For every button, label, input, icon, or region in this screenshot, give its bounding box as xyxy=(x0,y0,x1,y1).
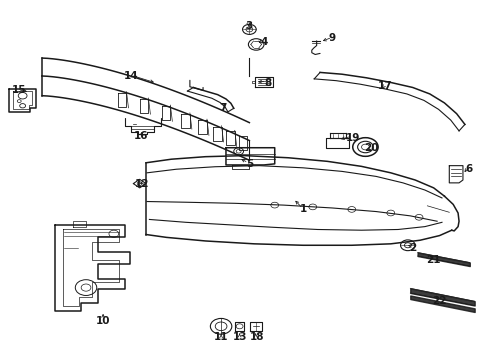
Text: 5: 5 xyxy=(245,159,252,169)
Text: 12: 12 xyxy=(135,179,149,189)
Text: 2: 2 xyxy=(408,243,415,253)
Text: 22: 22 xyxy=(431,296,446,306)
Text: 14: 14 xyxy=(124,71,139,81)
Text: 7: 7 xyxy=(219,103,226,113)
Text: 6: 6 xyxy=(464,164,471,174)
Text: 18: 18 xyxy=(249,332,264,342)
Text: 10: 10 xyxy=(96,316,110,325)
Text: 3: 3 xyxy=(245,21,252,31)
Text: 4: 4 xyxy=(260,37,267,47)
Text: 20: 20 xyxy=(363,143,378,153)
Text: 19: 19 xyxy=(345,133,359,143)
Text: 13: 13 xyxy=(232,332,246,342)
Text: 8: 8 xyxy=(264,78,271,88)
Text: 1: 1 xyxy=(299,204,306,214)
Text: 9: 9 xyxy=(328,33,335,43)
Text: 11: 11 xyxy=(213,332,228,342)
Text: 16: 16 xyxy=(134,131,148,141)
Text: 21: 21 xyxy=(426,255,440,265)
Text: 15: 15 xyxy=(12,85,26,95)
Text: 17: 17 xyxy=(377,81,391,91)
